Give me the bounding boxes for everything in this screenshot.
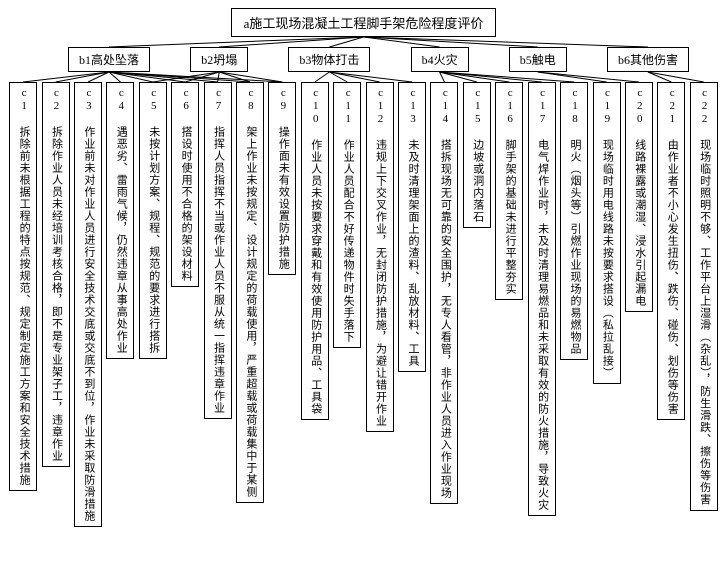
root-node: a施工现场混凝土工程脚手架危险程度评价	[231, 8, 497, 37]
c-node-wrap-c10: c10 作业人员未按要求穿戴和有效使用防护用品、工具袋	[300, 82, 330, 420]
level-b-row: b1高处坠落 b2坍塌 b3物体打击 b4火灾 b5触电 b6其他伤害	[8, 47, 719, 72]
c-node-wrap-c8: c8 架上作业未按规定、设计规定的荷载使用，严重超载或荷载集中于某侧	[235, 82, 265, 503]
c-node-wrap-c15: c15 边坡或洞内落石	[462, 82, 492, 228]
root-row: a施工现场混凝土工程脚手架危险程度评价	[8, 8, 719, 37]
c-node-c12: c12 违规上下交叉作业，无封闭防护措施，为避让错开作业	[366, 82, 394, 432]
c-node-wrap-c13: c13 未及时清理架面上的渣料、乱放材料、工具	[397, 82, 427, 372]
c-node-wrap-c5: c5 未按计划方案、规程、规范的要求进行搭拆	[138, 82, 168, 359]
c-node-c15: c15 边坡或洞内落石	[463, 82, 491, 228]
c-node-c17: c17 电气焊作业时，未及时清理易燃品和未采取有效的防火措施，导致火灾	[528, 82, 556, 516]
c-node-wrap-c2: c2 拆除作业人员未经培训考核合格，即不是专业架子工，违章作业	[40, 82, 70, 467]
c-node-c10: c10 作业人员未按要求穿戴和有效使用防护用品、工具袋	[301, 82, 329, 420]
c-node-wrap-c22: c22 现场临时照明不够、工作平台上湿滑（杂乱），防生滑跌、擦伤等伤害	[689, 82, 719, 511]
c-node-c19: c19 现场临时用电线路未按要求搭设（私拉乱接）	[593, 82, 621, 384]
c-node-wrap-c16: c16 脚手架的基础未进行平整夯实	[494, 82, 524, 300]
c-node-c9: c9 操作面未有效设置防护措施	[268, 82, 296, 275]
c-node-wrap-c4: c4 遇恶劣、雷雨气候，仍然违章从事高处作业	[105, 82, 135, 359]
c-node-c21: c21 由作业者不小心发生扭伤、跌伤、碰伤、划伤等伤害	[657, 82, 685, 420]
c-node-c7: c7 指挥人员指挥不当或作业人员不服从统一指挥违章作业	[204, 82, 232, 419]
b-node-b4: b4火灾	[411, 47, 469, 72]
c-node-wrap-c20: c20 线路裸露或潮湿、浸水引起漏电	[624, 82, 654, 312]
c-node-wrap-c11: c11 作业人员配合不好传递物件时失手落下	[332, 82, 362, 348]
c-node-c5: c5 未按计划方案、规程、规范的要求进行搭拆	[139, 82, 167, 359]
level-c-row: c1 拆除前未根据工程的特点按规范、规定制定施工方案和安全技术措施c2 拆除作业…	[8, 82, 719, 527]
c-node-wrap-c3: c3 作业前未对作业人员进行安全技术交底或交底不到位，作业未采取防滑措施	[73, 82, 103, 527]
c-node-wrap-c6: c6 搭设时使用不合格的架设材料	[170, 82, 200, 287]
b-node-b6: b6其他伤害	[607, 47, 689, 72]
c-node-c1: c1 拆除前未根据工程的特点按规范、规定制定施工方案和安全技术措施	[9, 82, 37, 491]
c-node-wrap-c17: c17 电气焊作业时，未及时清理易燃品和未采取有效的防火措施，导致火灾	[527, 82, 557, 516]
c-node-wrap-c18: c18 明火（烟头等）引燃作业现场的易燃物品	[559, 82, 589, 360]
c-node-wrap-c1: c1 拆除前未根据工程的特点按规范、规定制定施工方案和安全技术措施	[8, 82, 38, 491]
c-node-c2: c2 拆除作业人员未经培训考核合格，即不是专业架子工，违章作业	[42, 82, 70, 467]
c-node-wrap-c9: c9 操作面未有效设置防护措施	[267, 82, 297, 275]
c-node-c6: c6 搭设时使用不合格的架设材料	[171, 82, 199, 287]
c-node-wrap-c12: c12 违规上下交叉作业，无封闭防护措施，为避让错开作业	[364, 82, 394, 432]
c-node-c4: c4 遇恶劣、雷雨气候，仍然违章从事高处作业	[106, 82, 134, 359]
c-node-c13: c13 未及时清理架面上的渣料、乱放材料、工具	[398, 82, 426, 372]
c-node-c14: c14 搭拆现场无可靠的安全围护，无专人看管，非作业人员进入作业现场	[430, 82, 458, 504]
c-node-c18: c18 明火（烟头等）引燃作业现场的易燃物品	[560, 82, 588, 360]
c-node-c8: c8 架上作业未按规定、设计规定的荷载使用，严重超载或荷载集中于某侧	[236, 82, 264, 503]
c-node-c3: c3 作业前未对作业人员进行安全技术交底或交底不到位，作业未采取防滑措施	[74, 82, 102, 527]
b-node-b3: b3物体打击	[288, 47, 370, 72]
b-node-b1: b1高处坠落	[68, 47, 150, 72]
c-node-c22: c22 现场临时照明不够、工作平台上湿滑（杂乱），防生滑跌、擦伤等伤害	[690, 82, 718, 511]
c-node-wrap-c21: c21 由作业者不小心发生扭伤、跌伤、碰伤、划伤等伤害	[656, 82, 686, 420]
b-node-b2: b2坍塌	[190, 47, 248, 72]
c-node-wrap-c14: c14 搭拆现场无可靠的安全围护，无专人看管，非作业人员进入作业现场	[429, 82, 459, 504]
c-node-c20: c20 线路裸露或潮湿、浸水引起漏电	[625, 82, 653, 312]
c-node-c11: c11 作业人员配合不好传递物件时失手落下	[333, 82, 361, 348]
b-node-b5: b5触电	[509, 47, 567, 72]
c-node-c16: c16 脚手架的基础未进行平整夯实	[495, 82, 523, 300]
c-node-wrap-c7: c7 指挥人员指挥不当或作业人员不服从统一指挥违章作业	[202, 82, 232, 419]
c-node-wrap-c19: c19 现场临时用电线路未按要求搭设（私拉乱接）	[591, 82, 621, 384]
tree-diagram: a施工现场混凝土工程脚手架危险程度评价 b1高处坠落 b2坍塌 b3物体打击 b4火灾…	[8, 8, 719, 527]
